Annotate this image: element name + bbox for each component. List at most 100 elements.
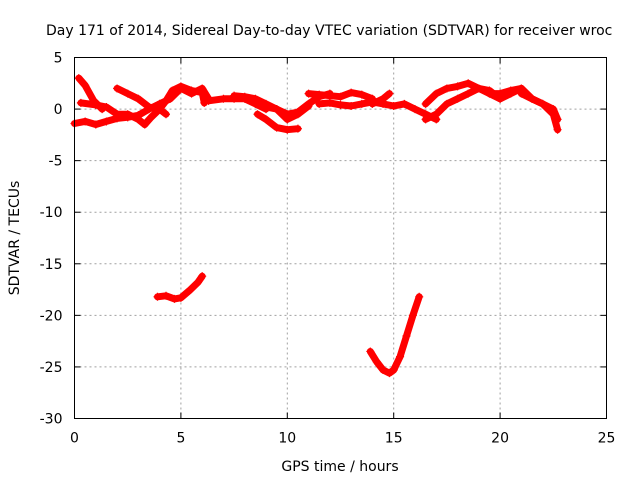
data-point-marker xyxy=(385,89,394,98)
data-point-marker xyxy=(400,99,409,108)
data-point-marker xyxy=(325,98,334,107)
series-band xyxy=(156,84,213,108)
data-point-marker xyxy=(357,99,366,108)
data-point-marker xyxy=(162,291,171,300)
x-tick-label: 20 xyxy=(491,431,509,447)
data-point-marker xyxy=(464,79,473,88)
data-point-marker xyxy=(262,115,271,124)
data-point-marker xyxy=(453,94,462,103)
series-band xyxy=(422,84,525,123)
data-point-marker xyxy=(293,110,302,119)
data-point-marker xyxy=(187,89,196,98)
data-point-marker xyxy=(347,101,356,110)
y-tick-label: -25 xyxy=(40,360,63,376)
data-point-marker xyxy=(144,103,153,112)
data-point-marker xyxy=(379,366,388,375)
data-point-marker xyxy=(123,89,132,98)
data-point-marker xyxy=(415,292,424,301)
data-point-marker xyxy=(147,113,156,122)
y-tick-label: -5 xyxy=(49,154,63,170)
data-point-marker xyxy=(549,110,558,119)
data-point-marker xyxy=(293,124,302,133)
data-point-marker xyxy=(176,293,185,302)
data-point-marker xyxy=(155,99,164,108)
data-point-marker xyxy=(81,117,90,126)
data-point-marker xyxy=(517,89,526,98)
data-point-marker xyxy=(385,369,394,378)
x-tick-label: 10 xyxy=(278,431,296,447)
data-point-marker xyxy=(153,292,162,301)
data-point-marker xyxy=(123,110,132,119)
data-point-marker xyxy=(162,110,171,119)
data-point-marker xyxy=(421,99,430,108)
data-point-marker xyxy=(251,94,260,103)
data-point-marker xyxy=(336,100,345,109)
data-point-marker xyxy=(283,125,292,134)
x-axis-label: GPS time / hours xyxy=(281,459,398,475)
data-point-marker xyxy=(204,96,213,105)
data-point-marker xyxy=(170,294,179,303)
data-point-marker xyxy=(166,94,175,103)
data-point-marker xyxy=(408,311,417,320)
data-point-marker xyxy=(74,74,83,83)
plot-frame xyxy=(74,57,607,419)
data-point-marker xyxy=(528,94,537,103)
data-point-marker xyxy=(193,278,202,287)
x-tick-label: 0 xyxy=(70,431,79,447)
series-track-11 xyxy=(304,88,377,103)
data-point-marker xyxy=(442,99,451,108)
data-point-marker xyxy=(272,105,281,114)
data-point-marker xyxy=(368,99,377,108)
data-point-marker xyxy=(336,92,345,101)
x-tick-label: 25 xyxy=(598,431,616,447)
data-point-marker xyxy=(304,89,313,98)
data-point-marker xyxy=(91,120,100,129)
x-tick-label: 15 xyxy=(385,431,403,447)
data-point-marker xyxy=(506,89,515,98)
y-tick-label: 0 xyxy=(54,102,63,118)
data-point-marker xyxy=(113,84,122,93)
data-point-marker xyxy=(198,272,207,281)
data-point-marker xyxy=(315,99,324,108)
data-point-marker xyxy=(496,94,505,103)
y-tick-label: -30 xyxy=(40,412,63,428)
data-point-marker xyxy=(304,101,313,110)
data-point-marker xyxy=(91,100,100,109)
data-point-marker xyxy=(113,110,122,119)
data-point-marker xyxy=(134,115,143,124)
data-point-marker xyxy=(185,286,194,295)
data-point-marker xyxy=(442,84,451,93)
data-point-marker xyxy=(347,88,356,97)
data-point-marker xyxy=(389,101,398,110)
data-point-marker xyxy=(240,92,249,101)
y-tick-label: -10 xyxy=(40,205,63,221)
data-point-marker xyxy=(102,103,111,112)
data-point-marker xyxy=(198,84,207,93)
data-point-marker xyxy=(102,117,111,126)
data-point-marker xyxy=(325,91,334,100)
series-track-17 xyxy=(517,89,562,134)
data-point-marker xyxy=(219,94,228,103)
data-point-marker xyxy=(366,347,375,356)
x-tick-label: 5 xyxy=(176,431,185,447)
data-point-marker xyxy=(402,331,411,340)
data-point-marker xyxy=(474,84,483,93)
data-point-marker xyxy=(253,110,262,119)
data-point-marker xyxy=(283,115,292,124)
data-point-marker xyxy=(230,91,239,100)
data-point-marker xyxy=(81,81,90,90)
data-point-marker xyxy=(464,89,473,98)
series-track-9 xyxy=(253,110,302,134)
series-track-18 xyxy=(153,272,207,303)
data-point-marker xyxy=(453,82,462,91)
data-point-marker xyxy=(315,90,324,99)
data-point-marker xyxy=(357,90,366,99)
data-point-marker xyxy=(553,125,562,134)
data-point-marker xyxy=(432,89,441,98)
series-track-19 xyxy=(366,292,424,378)
series-track-13 xyxy=(368,89,394,108)
data-point-marker xyxy=(432,110,441,119)
data-point-marker xyxy=(396,352,405,361)
data-point-marker xyxy=(379,94,388,103)
